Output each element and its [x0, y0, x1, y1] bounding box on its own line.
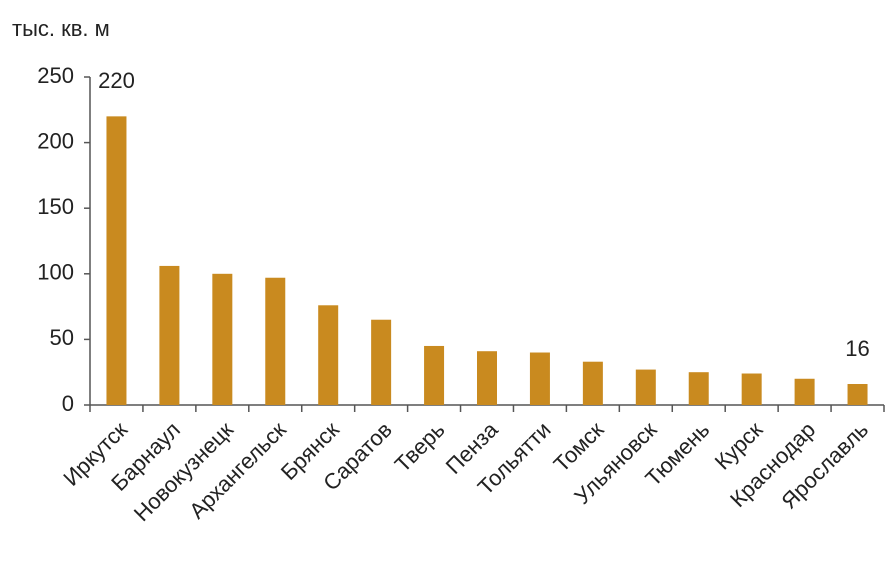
- y-tick-label: 0: [62, 391, 74, 416]
- bar: [794, 378, 815, 405]
- y-tick-label: 200: [37, 128, 74, 153]
- bar: [635, 369, 656, 405]
- bar: [477, 351, 497, 405]
- y-tick-label: 150: [37, 194, 74, 219]
- bar: [212, 273, 233, 405]
- bar: [106, 116, 127, 406]
- y-tick-label: 100: [37, 260, 74, 285]
- bar: [582, 361, 603, 405]
- bar: [371, 319, 392, 405]
- bar: [318, 305, 339, 405]
- y-tick-label: 250: [37, 63, 74, 88]
- bar: [688, 372, 709, 405]
- bar: [847, 384, 868, 405]
- bar: [424, 345, 445, 405]
- bar: [159, 265, 180, 405]
- bar: [741, 373, 762, 405]
- y-tick-label: 50: [50, 325, 74, 350]
- value-label: 16: [845, 336, 869, 361]
- value-label: 220: [98, 68, 135, 93]
- bar: [265, 277, 286, 405]
- x-tick-label: Тверь: [390, 417, 450, 477]
- y-unit-label: тыс. кв. м: [12, 16, 110, 41]
- bar: [529, 352, 550, 405]
